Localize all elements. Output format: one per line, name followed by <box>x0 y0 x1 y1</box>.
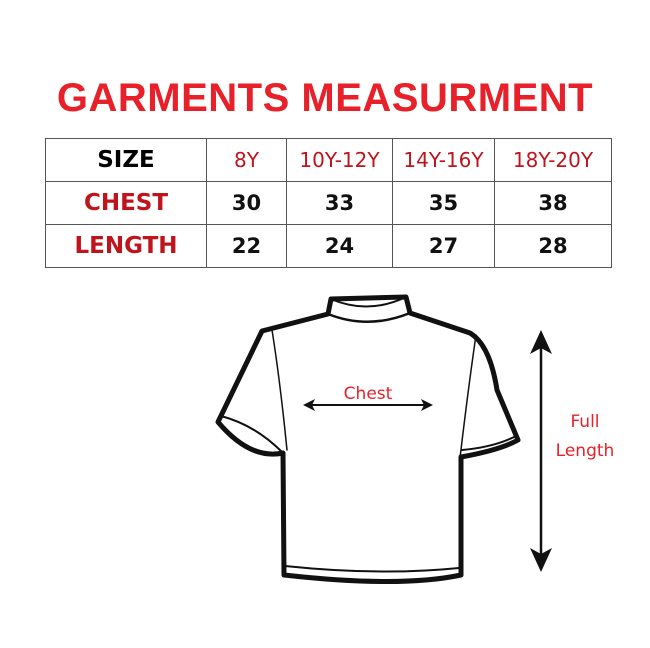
table-row: SIZE 8Y 10Y-12Y 14Y-16Y 18Y-20Y <box>45 138 612 182</box>
chest-arrow-icon <box>303 399 433 411</box>
size-header: SIZE <box>45 138 207 182</box>
length-arrow-icon <box>530 330 552 572</box>
value-cell: 30 <box>206 181 287 225</box>
size-chart-table: SIZE 8Y 10Y-12Y 14Y-16Y 18Y-20Y CHEST 30… <box>45 138 612 268</box>
size-cell: 14Y-16Y <box>392 138 495 182</box>
size-cell: 18Y-20Y <box>494 138 612 182</box>
row-label-length: LENGTH <box>45 224 207 268</box>
value-cell: 33 <box>286 181 393 225</box>
size-cell: 10Y-12Y <box>286 138 393 182</box>
length-label-line1: Full <box>570 412 599 432</box>
table-row: CHEST 30 33 35 38 <box>45 181 612 225</box>
value-cell: 35 <box>392 181 495 225</box>
value-cell: 28 <box>494 224 612 268</box>
value-cell: 27 <box>392 224 495 268</box>
value-cell: 24 <box>286 224 393 268</box>
length-label-line2: Length <box>556 441 615 461</box>
chest-label: Chest <box>344 384 393 404</box>
page-title: GARMENTS MEASURMENT <box>56 76 594 120</box>
tshirt-icon <box>215 294 521 584</box>
row-label-chest: CHEST <box>45 181 207 225</box>
table-row: LENGTH 22 24 27 28 <box>45 224 612 268</box>
value-cell: 38 <box>494 181 612 225</box>
